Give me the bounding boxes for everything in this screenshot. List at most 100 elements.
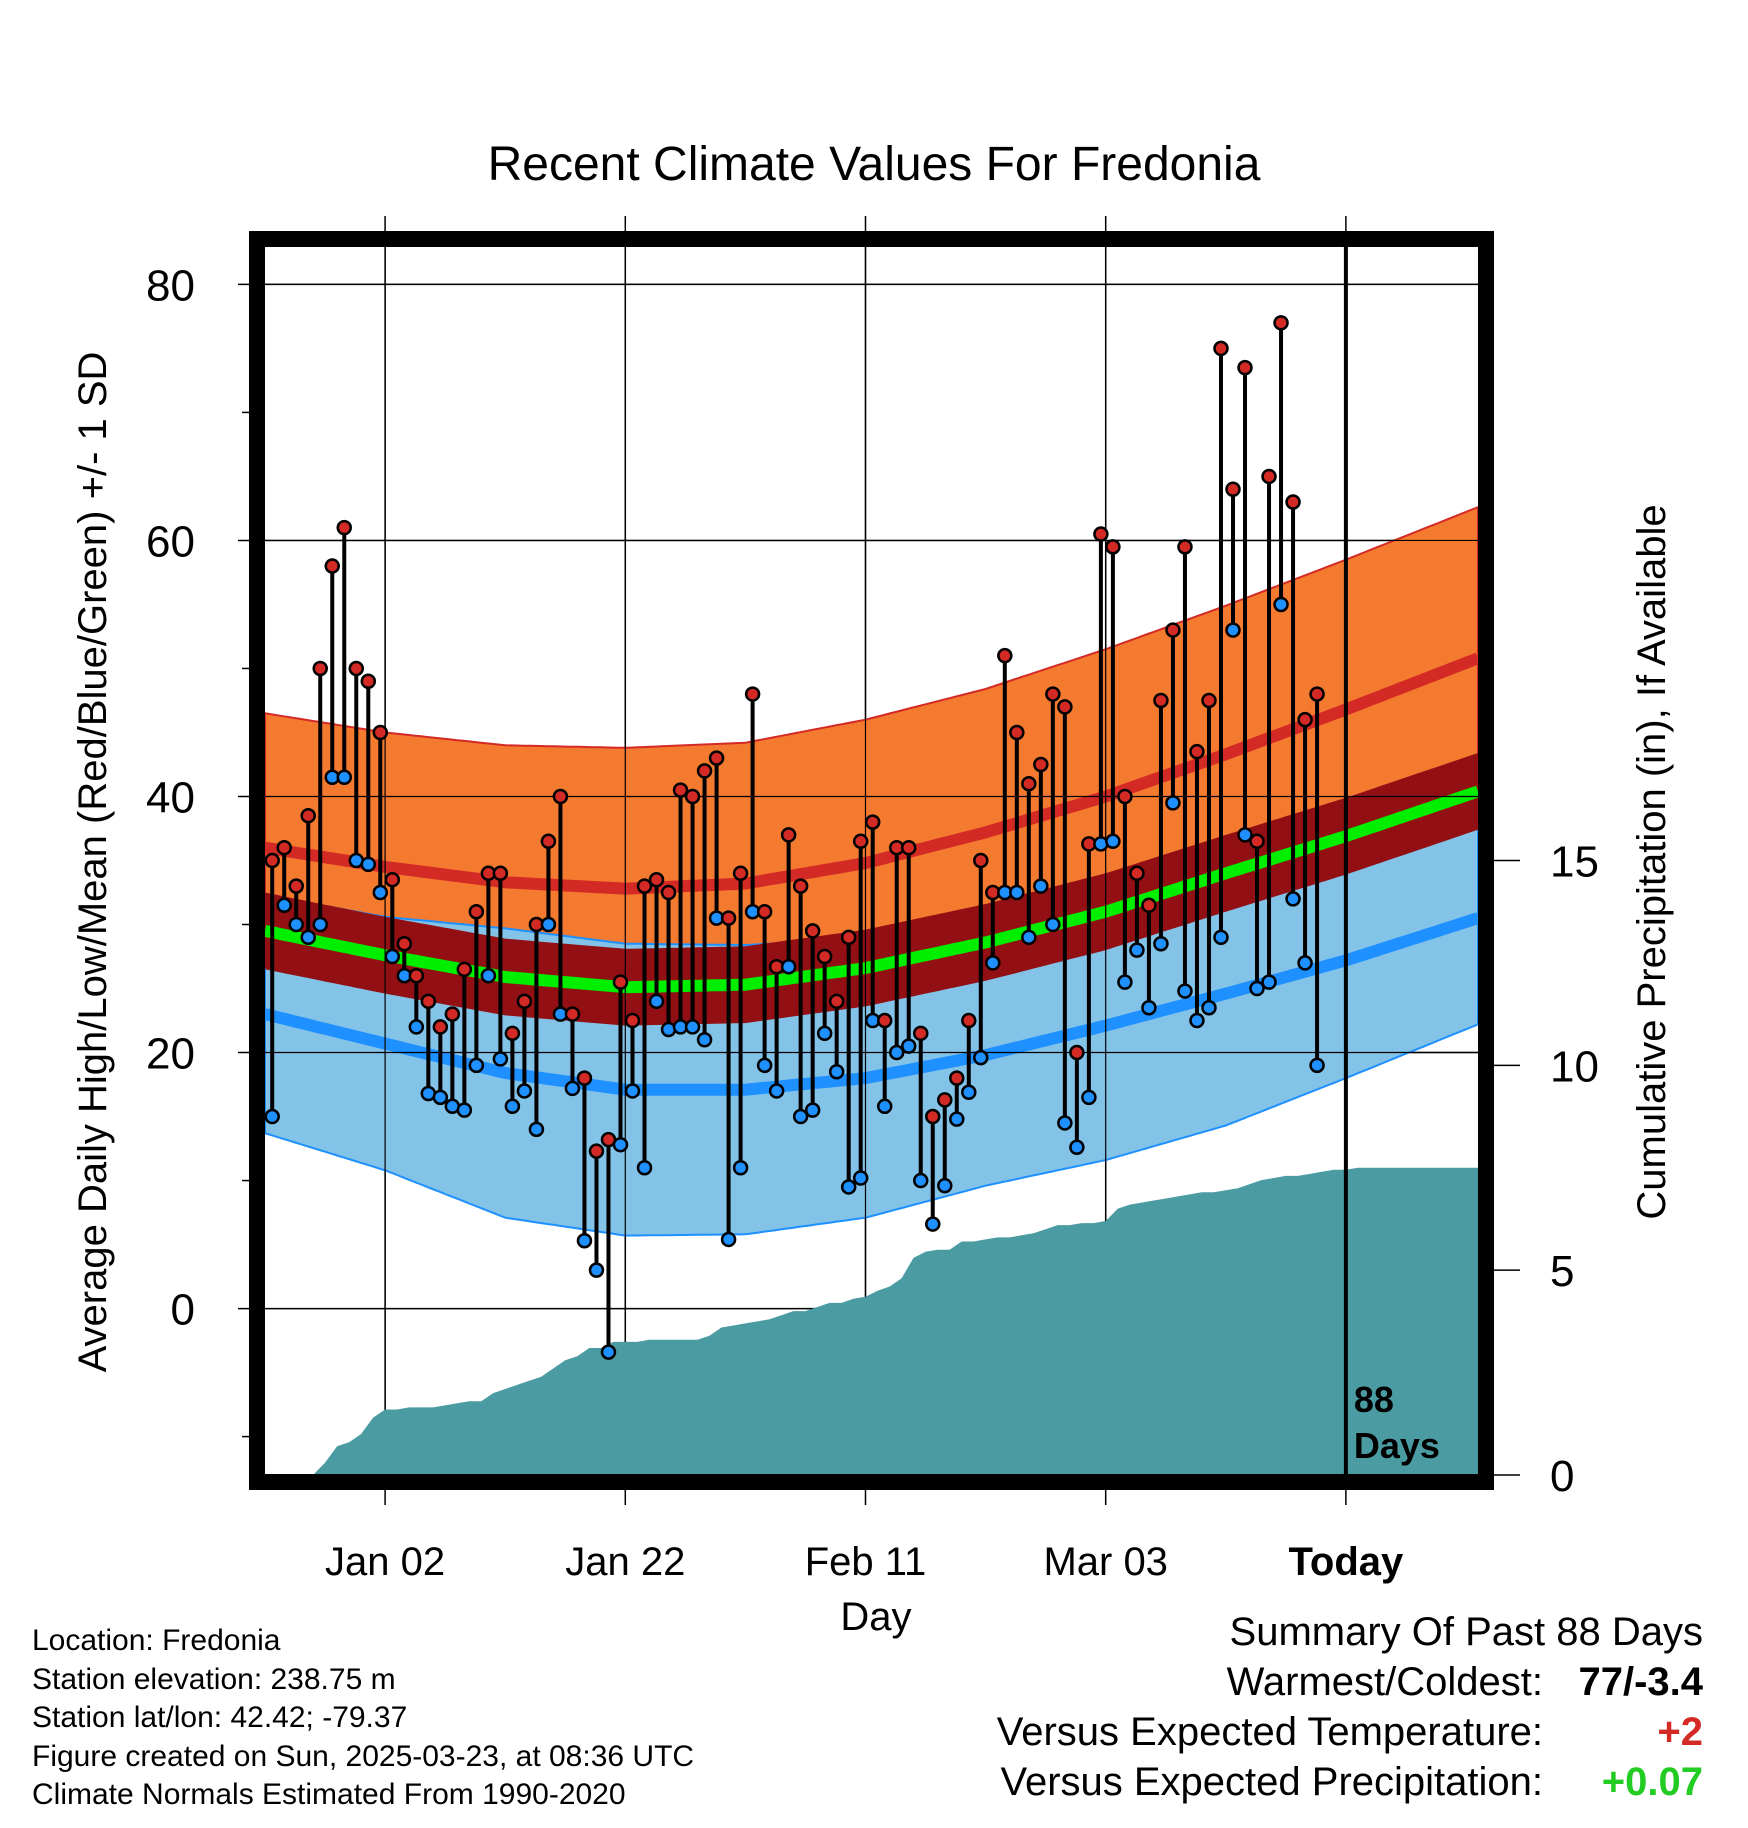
high-point (1045, 686, 1061, 702)
warmest-value: 77/-3.4 (1578, 1660, 1703, 1704)
high-point (708, 750, 725, 766)
low-point (468, 1057, 485, 1074)
high-point (420, 993, 437, 1010)
y2-tick-label: 0 (1550, 1452, 1574, 1501)
low-point (648, 993, 665, 1010)
high-point (949, 1070, 965, 1086)
low-point (973, 1049, 989, 1066)
high-point (912, 1025, 929, 1042)
days-unit-label: Days (1354, 1425, 1440, 1466)
high-point (876, 1012, 893, 1029)
high-point (348, 660, 365, 677)
y2-tick-label: 5 (1550, 1247, 1574, 1296)
y2-tick-label: 15 (1550, 838, 1599, 887)
high-point (624, 1012, 641, 1029)
precip-area (265, 1167, 1478, 1475)
low-point (912, 1172, 929, 1189)
low-point (961, 1084, 977, 1100)
low-point (1309, 1057, 1325, 1074)
low-point (732, 1160, 749, 1176)
temp-label: Versus Expected Temperature: (996, 1710, 1543, 1754)
high-point (324, 558, 341, 574)
low-point (1261, 974, 1277, 990)
high-point (672, 782, 689, 798)
low-point (480, 967, 497, 984)
high-point (612, 974, 629, 990)
low-point (336, 769, 353, 786)
high-point (564, 1006, 581, 1022)
low-point (780, 959, 797, 975)
low-point (576, 1232, 593, 1249)
high-point (492, 865, 509, 882)
x-tick-label: Jan 02 (325, 1540, 445, 1584)
low-point (1057, 1115, 1073, 1131)
high-point (1009, 724, 1025, 741)
low-point (1249, 980, 1265, 997)
low-point (1189, 1012, 1205, 1029)
low-point (492, 1051, 509, 1067)
low-point (372, 884, 389, 901)
low-point (1213, 929, 1229, 946)
low-point (528, 1121, 545, 1138)
high-point (504, 1025, 521, 1042)
high-point (756, 903, 773, 920)
high-point (1057, 699, 1073, 715)
high-point (588, 1143, 605, 1159)
high-point (840, 929, 857, 946)
low-point (1285, 891, 1301, 907)
high-point (744, 686, 761, 702)
high-point (1129, 865, 1145, 882)
high-point (1237, 359, 1253, 376)
high-point (732, 865, 749, 882)
y2-axis-label: Cumulative Precipitation (in), If Availa… (1630, 504, 1674, 1219)
low-point (1129, 942, 1145, 958)
low-point (1033, 878, 1049, 894)
low-point (1069, 1139, 1085, 1156)
high-point (1309, 686, 1325, 702)
high-point (780, 827, 797, 843)
days-count-label: 88 (1354, 1379, 1394, 1420)
y-tick-label: 40 (146, 773, 195, 822)
low-point (1237, 827, 1253, 843)
x-tick-label: Jan 22 (565, 1540, 685, 1584)
x-tick-label: Today (1288, 1540, 1404, 1584)
high-point (696, 763, 713, 779)
low-point (1141, 999, 1157, 1016)
y-tick-label: 80 (146, 261, 195, 310)
low-point (876, 1098, 893, 1115)
elevation-line: Station elevation: 238.75 m (32, 1662, 396, 1696)
low-point (504, 1098, 521, 1115)
precip-label: Versus Expected Precipitation: (1000, 1760, 1543, 1804)
high-point (1069, 1044, 1085, 1061)
high-point (1105, 539, 1121, 555)
high-point (1177, 539, 1193, 555)
station-info: Location: Fredonia Station elevation: 23… (32, 1622, 694, 1815)
low-point (840, 1179, 857, 1195)
high-point (997, 647, 1013, 664)
low-point (1201, 999, 1217, 1016)
low-point (720, 1231, 737, 1248)
temp-row: Versus Expected Temperature: +2 (803, 1710, 1703, 1760)
low-point (265, 1108, 280, 1125)
y-tick-label: 0 (171, 1286, 195, 1335)
low-point (636, 1160, 653, 1176)
high-point (961, 1012, 977, 1029)
low-point (1165, 795, 1181, 811)
plot-content: 88 Days (265, 246, 1478, 1475)
high-point (432, 1019, 449, 1035)
low-point (408, 1019, 425, 1035)
low-point (937, 1177, 953, 1194)
plot-area: 88 Days 0 20 40 60 80 0 5 10 15 Jan 02 Jan 22 Feb 11 M… (146, 216, 1599, 1584)
high-point (1213, 340, 1229, 357)
high-point (660, 884, 677, 901)
low-point (888, 1044, 905, 1061)
high-point (372, 724, 389, 741)
high-point (1033, 756, 1049, 773)
high-point (1261, 468, 1277, 485)
high-point (336, 519, 353, 536)
low-point (925, 1216, 941, 1232)
high-point (720, 910, 737, 926)
warmest-row: Warmest/Coldest: 77/-3.4 (803, 1660, 1703, 1710)
high-point (552, 788, 569, 805)
